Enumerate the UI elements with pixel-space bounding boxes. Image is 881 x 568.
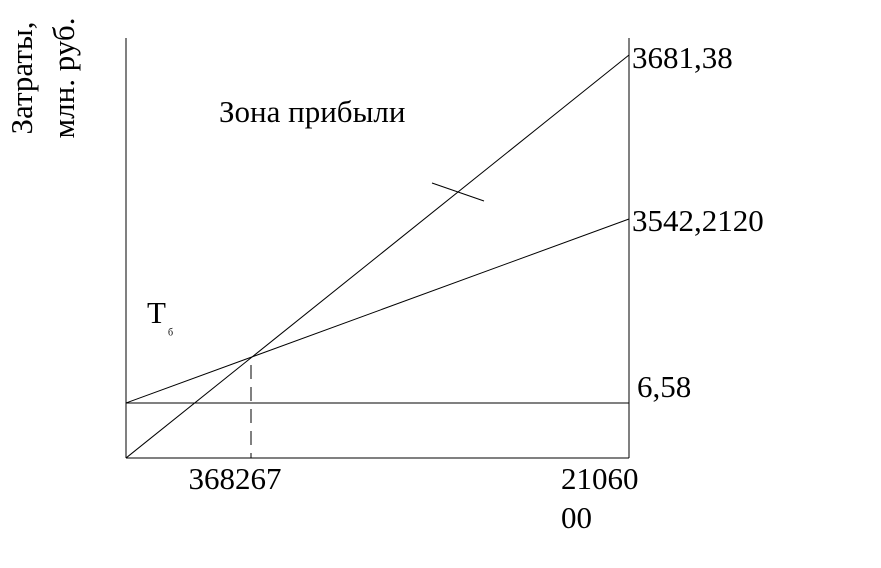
revenue-end-label: 3681,38	[632, 40, 733, 75]
revenue-line	[125, 54, 630, 459]
total-cost-line	[125, 218, 630, 404]
axis-label-line1: Затраты,	[4, 22, 39, 135]
zone-label: Зона прибыли	[219, 94, 405, 129]
cross-tick	[431, 182, 485, 202]
cost-end-label: 3542,2120	[632, 203, 764, 238]
break-even-letter: Т	[147, 295, 166, 330]
max-volume-label-line2: 00	[561, 500, 592, 535]
fixed-cost-label: 6,58	[637, 369, 691, 404]
axis-label-line2: млн. руб.	[46, 18, 81, 139]
break-even-subscript: б	[168, 327, 173, 338]
max-volume-label-line1: 21060	[561, 461, 639, 496]
break-even-volume-label: 368267	[189, 461, 282, 496]
